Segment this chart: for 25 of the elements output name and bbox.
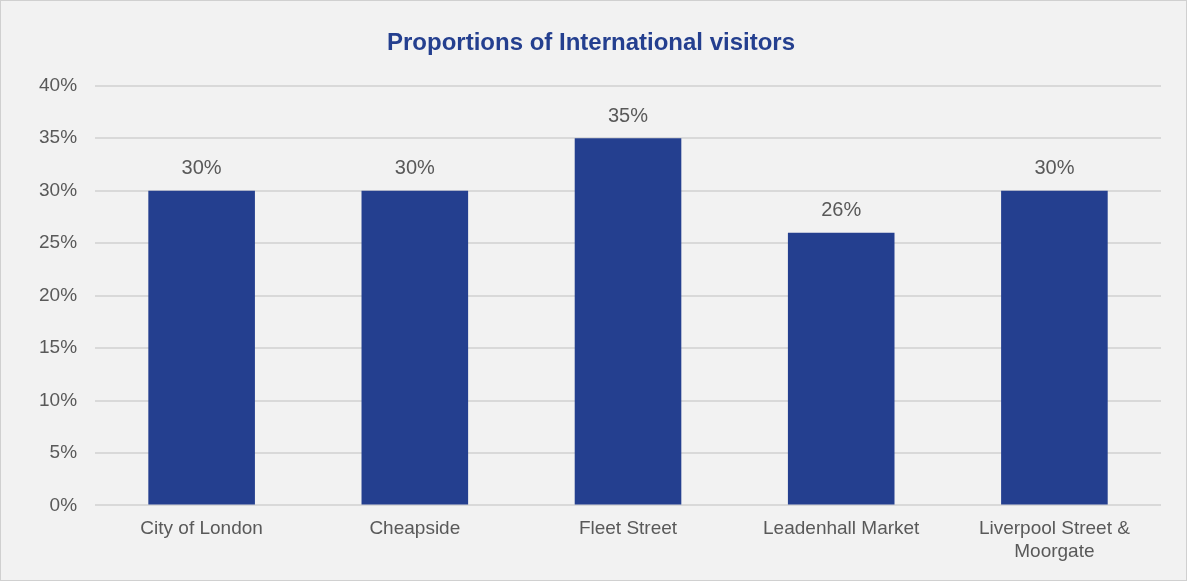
x-tick-label: Liverpool Street & Moorgate bbox=[978, 517, 1131, 561]
y-tick-label: 5% bbox=[49, 441, 78, 463]
bar bbox=[787, 232, 895, 505]
x-tick-label: Cheapside bbox=[369, 517, 461, 539]
data-label: 26% bbox=[821, 198, 862, 221]
y-tick-label: 25% bbox=[39, 231, 78, 253]
data-label: 30% bbox=[181, 156, 222, 179]
x-tick-label: Fleet Street bbox=[578, 517, 678, 539]
bar bbox=[574, 138, 682, 505]
y-tick-label: 15% bbox=[39, 336, 78, 358]
data-label: 30% bbox=[1034, 156, 1075, 179]
bar bbox=[148, 190, 255, 505]
y-tick-label: 0% bbox=[49, 493, 78, 515]
x-tick-label: Leadenhall Market bbox=[763, 517, 921, 539]
y-tick-label: 40% bbox=[39, 74, 78, 96]
bar bbox=[361, 190, 469, 505]
y-tick-label: 35% bbox=[39, 126, 78, 148]
data-label: 30% bbox=[394, 156, 436, 179]
y-tick-label: 10% bbox=[39, 388, 78, 410]
chart-title: Proportions of International visitors bbox=[386, 28, 796, 56]
data-label: 35% bbox=[608, 103, 649, 126]
bar bbox=[1001, 190, 1108, 505]
y-tick-label: 20% bbox=[39, 283, 78, 305]
y-tick-label: 30% bbox=[39, 178, 78, 200]
x-tick-label: City of London bbox=[140, 517, 263, 539]
